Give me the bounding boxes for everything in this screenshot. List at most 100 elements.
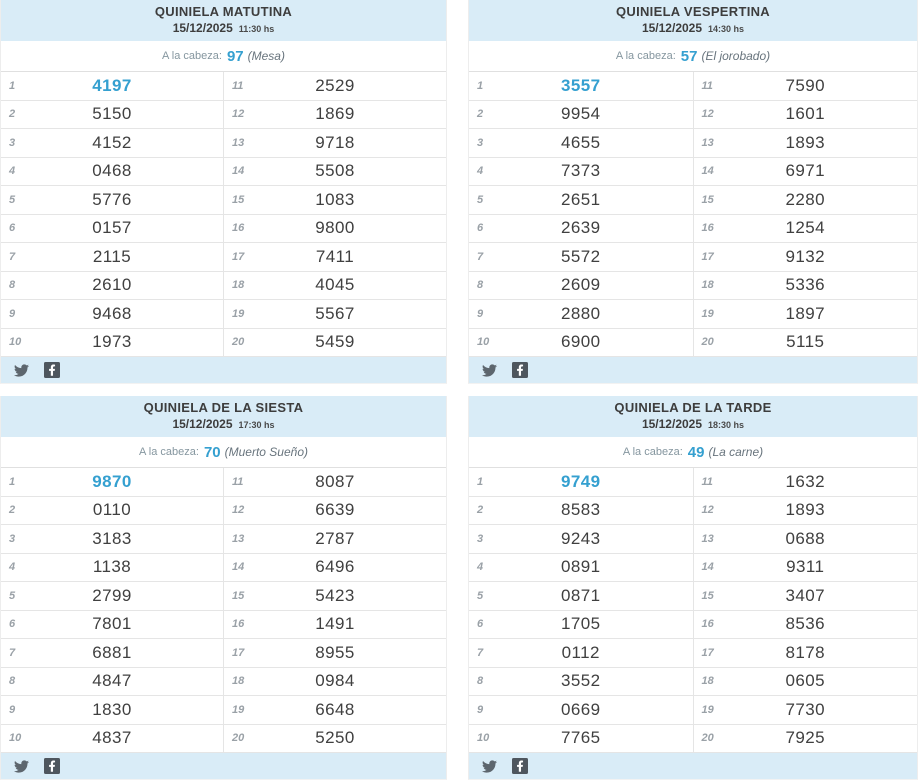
facebook-share-link[interactable]: [512, 758, 528, 774]
draw-date: 15/12/2025: [172, 21, 233, 35]
position-number: 17: [701, 646, 714, 659]
result-number: 2880: [561, 303, 601, 323]
position-number: 16: [701, 222, 714, 235]
position-number: 2: [477, 108, 484, 121]
table-cell: 3 4152: [1, 129, 223, 157]
result-number: 5336: [785, 275, 825, 295]
social-bar: [469, 753, 917, 779]
table-cell: 3 4655: [469, 129, 693, 157]
table-row: 6 2639 16 1254: [469, 214, 917, 243]
position-number: 12: [232, 504, 245, 517]
cabeza-label: A la cabeza:: [162, 50, 222, 62]
social-bar: [1, 357, 446, 383]
table-cell: 9 2880: [469, 300, 693, 328]
table-row: 7 6881 17 8955: [1, 639, 446, 668]
twitter-share-link[interactable]: [481, 759, 498, 774]
result-number: 8178: [785, 642, 825, 662]
panel-title: QUINIELA DE LA TARDE: [614, 400, 772, 415]
results-table: 1 3557 11 7590 2 9954 12 1601 3 4655 13 1893 4 7373 14…: [469, 72, 917, 357]
twitter-share-link[interactable]: [481, 363, 498, 378]
result-number: 3183: [92, 528, 132, 548]
facebook-icon: [512, 362, 528, 378]
position-number: 19: [232, 307, 245, 320]
position-number: 3: [9, 532, 16, 545]
position-number: 9: [9, 703, 16, 716]
position-number: 14: [701, 561, 714, 574]
quiniela-panel-tarde: QUINIELA DE LA TARDE 15/12/2025 18:30 hs …: [468, 396, 918, 780]
table-cell: 8 2609: [469, 272, 693, 300]
result-number: 5150: [92, 104, 132, 124]
table-row: 4 0891 14 9311: [469, 553, 918, 582]
position-number: 14: [232, 561, 245, 574]
table-row: 6 1705 16 8536: [469, 610, 917, 639]
result-number: 8583: [561, 500, 601, 520]
table-cell: 13 9718: [223, 129, 446, 157]
draw-dateline: 15/12/2025 18:30 hs: [469, 417, 917, 432]
table-cell: 17 8955: [223, 639, 446, 667]
result-number: 4847: [92, 671, 132, 691]
position-number: 7: [477, 646, 484, 659]
draw-date: 15/12/2025: [641, 21, 703, 35]
position-number: 11: [701, 79, 713, 92]
result-number: 9718: [315, 132, 355, 152]
table-row: 4 7373 14 6971: [469, 157, 917, 186]
table-row: 3 9243 13 0688: [469, 525, 917, 554]
table-row: 5 0871 15 3407: [469, 582, 917, 611]
table-cell: 20 5250: [223, 724, 446, 752]
result-number: 3557: [561, 75, 601, 95]
table-cell: 17 8178: [692, 639, 918, 667]
table-cell: 3 9243: [469, 525, 693, 553]
table-row: 2 5150 12 1869: [1, 100, 446, 129]
draw-dateline: 15/12/2025 17:30 hs: [1, 417, 446, 432]
table-cell: 7 6881: [1, 639, 223, 667]
table-cell: 10 1973: [1, 329, 223, 357]
result-number: 9243: [561, 528, 601, 548]
table-row: 8 3552 18 0605: [469, 667, 917, 696]
draw-time: 14:30 hs: [708, 24, 745, 34]
position-number: 13: [701, 532, 714, 545]
table-cell: 13 0688: [692, 525, 918, 553]
position-number: 8: [477, 279, 484, 292]
twitter-icon: [13, 759, 30, 773]
result-number: 5572: [561, 246, 601, 266]
twitter-share-link[interactable]: [13, 363, 30, 378]
cabeza-row: A la cabeza: 97 (Mesa): [1, 41, 446, 72]
facebook-share-link[interactable]: [44, 362, 60, 378]
table-row: 7 2115 17 7411: [1, 243, 446, 272]
table-cell: 18 4045: [223, 271, 446, 299]
position-number: 11: [232, 475, 244, 488]
table-row: 2 9954 12 1601: [469, 100, 917, 129]
position-number: 16: [232, 222, 245, 235]
cabeza-label: A la cabeza:: [139, 446, 199, 458]
facebook-share-link[interactable]: [44, 758, 60, 774]
table-row: 3 4152 13 9718: [1, 129, 446, 158]
position-number: 8: [477, 675, 484, 688]
table-row: 6 7801 16 1491: [1, 610, 446, 639]
position-number: 5: [477, 193, 484, 206]
table-cell: 11 8087: [223, 468, 446, 496]
result-number: 7411: [315, 246, 355, 266]
table-cell: 14 9311: [692, 553, 918, 581]
table-cell: 3 3183: [1, 525, 223, 553]
result-number: 0605: [785, 671, 825, 691]
cabeza-number: 57: [680, 47, 698, 65]
result-number: 1830: [92, 699, 132, 719]
position-number: 18: [232, 675, 245, 688]
result-number: 4197: [92, 75, 132, 95]
twitter-share-link[interactable]: [13, 759, 30, 774]
table-row: 9 1830 19 6648: [1, 696, 446, 725]
draw-date: 15/12/2025: [172, 417, 233, 431]
table-cell: 18 0984: [223, 667, 446, 695]
result-number: 3552: [561, 671, 601, 691]
results-table: 1 9749 11 1632 2 8583 12 1893 3 9243 13 0688 4 0891 14…: [469, 468, 917, 753]
table-cell: 9 9468: [1, 300, 223, 328]
facebook-share-link[interactable]: [512, 362, 528, 378]
position-number: 9: [9, 307, 16, 320]
table-cell: 6 7801: [1, 611, 223, 639]
quiniela-panel-vespertina: QUINIELA VESPERTINA 15/12/2025 14:30 hs A…: [468, 0, 918, 384]
result-number: 6881: [92, 642, 132, 662]
table-cell: 11 2529: [223, 72, 446, 100]
result-number: 1083: [315, 189, 355, 209]
position-number: 10: [9, 732, 22, 745]
facebook-icon: [512, 758, 528, 774]
